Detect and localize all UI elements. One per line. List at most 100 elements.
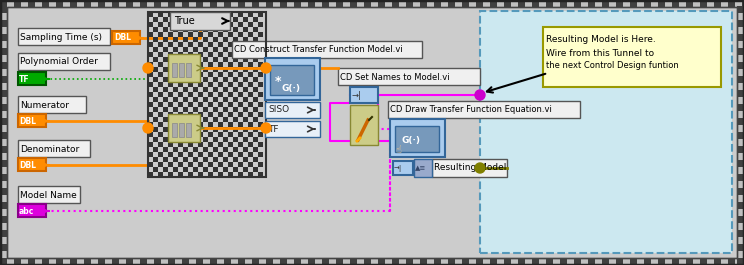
Bar [208,142,213,147]
Bar [148,62,153,67]
Bar [18,53,110,70]
Bar [173,167,178,172]
Text: abc: abc [19,206,34,215]
Bar [70,0,77,7]
Bar [183,157,188,162]
Text: Resulting Model: Resulting Model [434,164,507,173]
Bar [158,12,163,17]
Bar [183,97,188,102]
Bar [364,258,371,265]
Bar [0,202,7,209]
Bar [218,112,223,117]
Bar [163,157,168,162]
Bar [178,22,183,27]
Bar [163,137,168,142]
Bar [233,107,238,112]
Bar [193,97,198,102]
Bar [737,76,744,83]
Bar [350,258,357,265]
Bar [178,162,183,167]
Bar [158,142,163,147]
Bar [462,0,469,7]
Bar [0,230,7,237]
Bar [265,121,320,137]
Bar [243,157,248,162]
Bar [186,123,191,137]
Bar [223,27,228,32]
Bar [188,22,193,27]
Bar [543,27,721,87]
Bar [258,122,263,127]
Bar [173,107,178,112]
Bar [223,157,228,162]
Bar [233,97,238,102]
Bar [218,172,223,177]
Bar [0,188,7,195]
Text: Numerator: Numerator [20,100,69,109]
Bar [294,0,301,7]
Bar [248,112,253,117]
Bar [28,0,35,7]
Bar [203,127,208,132]
Bar [173,117,178,122]
Bar [490,258,497,265]
Bar [224,0,231,7]
Text: G(·): G(·) [402,136,421,145]
Bar [183,57,188,62]
Bar [737,230,744,237]
Bar [158,102,163,107]
Bar [148,172,153,177]
Bar [18,28,110,45]
Bar [737,90,744,97]
Bar [480,11,732,253]
Bar [193,37,198,42]
Bar [158,132,163,137]
Bar [56,0,63,7]
Bar [198,12,203,17]
Bar [168,172,173,177]
Bar [178,112,183,117]
Bar [158,162,163,167]
Bar [56,258,63,265]
Bar [188,32,193,37]
Bar [420,0,427,7]
Bar [163,107,168,112]
Bar [208,172,213,177]
Bar [84,0,91,7]
Bar [737,216,744,223]
Bar [238,0,245,7]
Bar [228,22,233,27]
Bar [243,77,248,82]
Bar [203,137,208,142]
Bar [737,174,744,181]
Bar [163,27,168,32]
Bar [193,167,198,172]
Bar [448,0,455,7]
Bar [223,57,228,62]
Bar [173,137,178,142]
Bar [213,27,218,32]
Bar [158,82,163,87]
Bar [253,27,258,32]
Bar [193,127,198,132]
Bar [168,42,173,47]
Bar [158,122,163,127]
Bar [248,12,253,17]
Bar [742,258,744,265]
Bar [504,0,511,7]
Bar [148,32,153,37]
Text: ▲≡: ▲≡ [415,165,426,171]
Bar [168,72,173,77]
Bar [158,72,163,77]
Text: Sampling Time (s): Sampling Time (s) [20,33,102,42]
Bar [233,127,238,132]
Bar [153,47,158,52]
Bar [18,186,80,203]
Bar [112,31,140,44]
Bar [546,258,553,265]
Bar [198,22,203,27]
Bar [126,0,133,7]
Bar [248,92,253,97]
Bar [218,62,223,67]
Text: DBL: DBL [114,33,131,42]
